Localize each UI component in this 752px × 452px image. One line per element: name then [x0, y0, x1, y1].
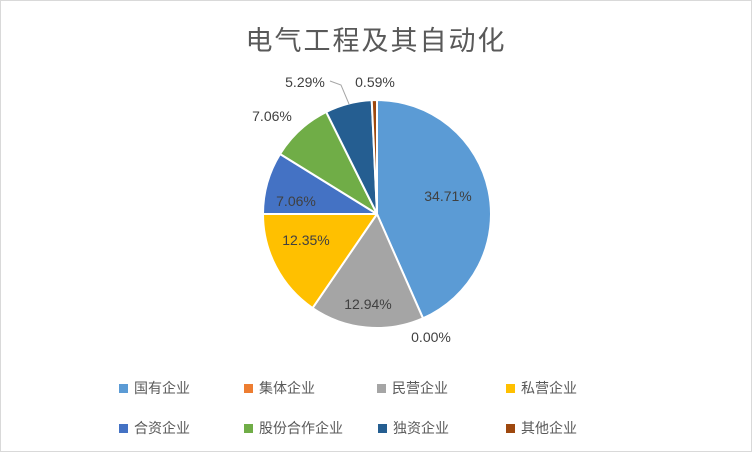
pie-slice-民营企业 [311, 213, 425, 329]
legend-label: 合资企业 [134, 420, 190, 436]
legend-item-guoyou: 国有企业 [119, 379, 190, 397]
legend-label: 其他企业 [521, 420, 577, 436]
legend-item-hezi: 合资企业 [119, 419, 190, 437]
data-label-siying: 12.35% [282, 232, 330, 248]
pie-slices-group [262, 98, 492, 329]
pie-slice-其他企业 [370, 98, 378, 215]
data-label-jiti: 0.00% [411, 329, 451, 345]
legend-marker-icon [119, 383, 128, 393]
legend-marker-icon [506, 383, 515, 393]
legend-item-qita: 其他企业 [506, 419, 577, 437]
legend-item-siying: 私营企业 [506, 379, 577, 397]
data-label-guoyou: 34.71% [424, 188, 472, 204]
data-label-qita: 0.59% [355, 74, 395, 90]
legend-marker-icon [244, 423, 253, 433]
legend-label: 国有企业 [134, 380, 190, 396]
pie-slice-私营企业 [262, 213, 378, 310]
legend-label: 独资企业 [393, 420, 449, 436]
data-label-duzi: 5.29% [285, 74, 325, 90]
legend-label: 民营企业 [392, 380, 448, 396]
legend-item-duzi: 独资企业 [378, 419, 449, 437]
legend-marker-icon [119, 423, 128, 433]
label-leader-line [329, 80, 350, 105]
legend-item-minying: 民营企业 [377, 379, 448, 397]
data-label-gufenhezuo: 7.06% [252, 108, 292, 124]
legend-label: 股份合作企业 [259, 420, 343, 436]
data-label-hezi: 7.06% [276, 193, 316, 209]
legend-marker-icon [506, 423, 515, 433]
legend-label: 集体企业 [259, 380, 315, 396]
legend-marker-icon [377, 383, 386, 393]
pie-slice-国有企业 [376, 99, 492, 320]
data-label-minying: 12.94% [344, 296, 392, 312]
legend-item-gufenhezuo: 股份合作企业 [244, 419, 343, 437]
legend-item-jiti: 集体企业 [244, 379, 315, 397]
chart-title: 电气工程及其自动化 [245, 26, 507, 56]
legend-marker-icon [244, 383, 253, 393]
legend-label: 私营企业 [521, 380, 577, 396]
legend-marker-icon [378, 423, 387, 433]
